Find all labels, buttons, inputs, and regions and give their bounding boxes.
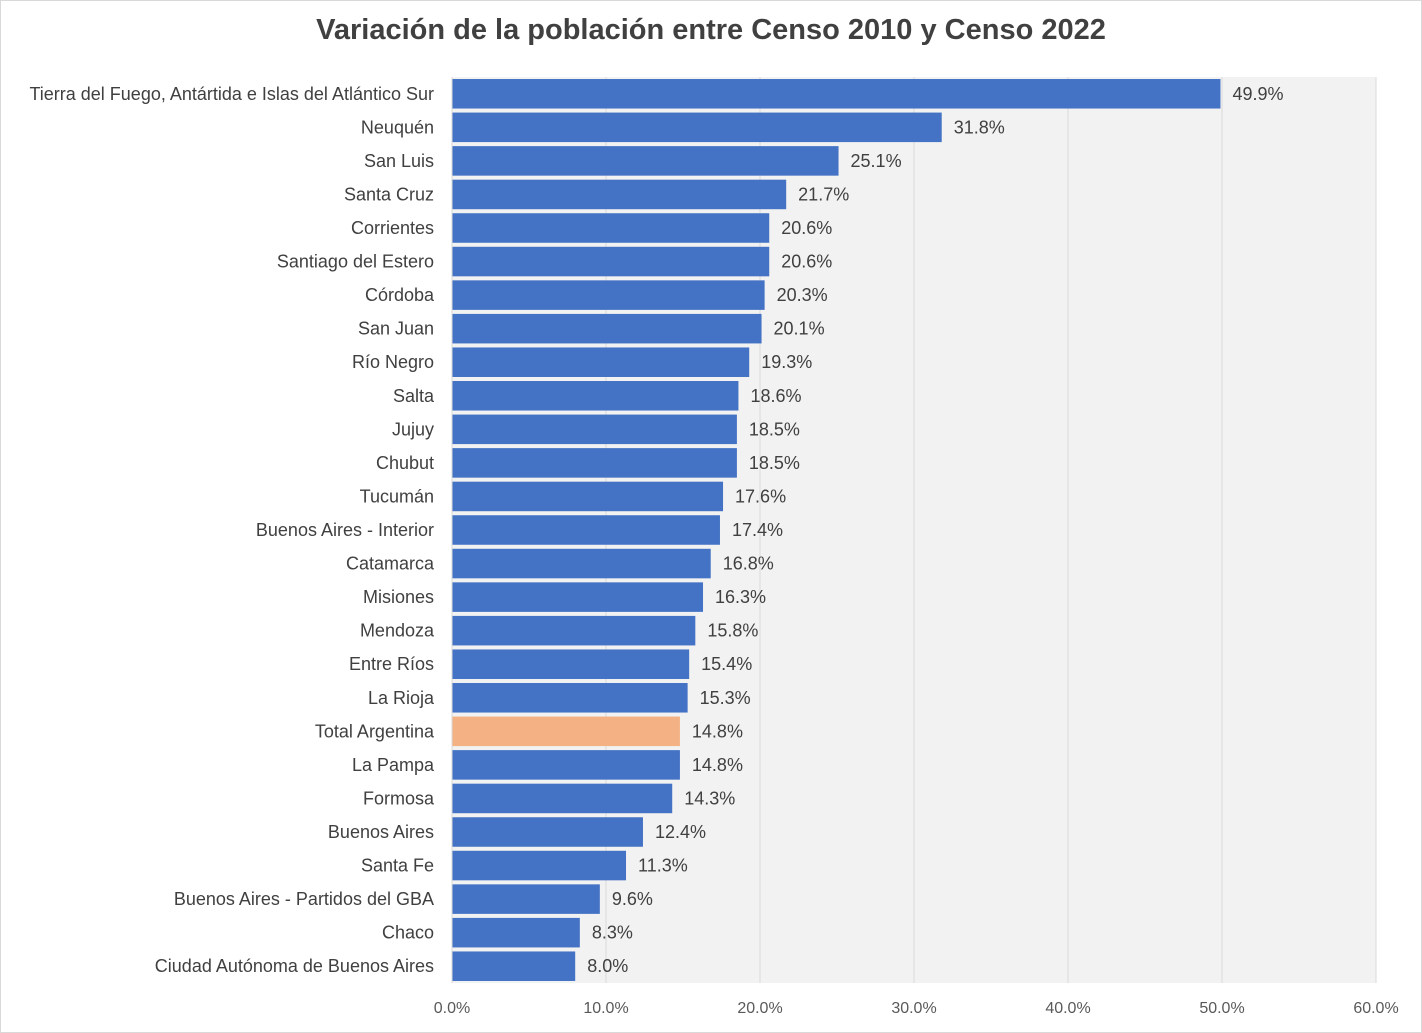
data-label: 31.8% [954, 117, 1005, 137]
bar [452, 649, 690, 679]
category-label: Santa Fe [361, 856, 434, 876]
category-label: Neuquén [361, 117, 434, 137]
data-label: 8.3% [592, 923, 633, 943]
bar [452, 783, 673, 814]
bar [452, 683, 688, 713]
data-label: 17.4% [732, 520, 783, 540]
category-label: Santa Cruz [344, 184, 434, 204]
data-label: 15.3% [700, 688, 751, 708]
category-label: Buenos Aires - Partidos del GBA [174, 889, 434, 909]
bar [452, 548, 711, 579]
category-label: Catamarca [346, 554, 435, 574]
data-label: 20.3% [777, 285, 828, 305]
data-label: 16.8% [723, 554, 774, 574]
x-tick-label: 10.0% [583, 1000, 628, 1017]
category-label: Santiago del Estero [277, 252, 434, 272]
bar [452, 917, 580, 948]
chart-title: Variación de la población entre Censo 20… [316, 14, 1106, 46]
x-tick-label: 40.0% [1045, 1000, 1090, 1017]
bar [452, 448, 737, 478]
x-tick-label: 30.0% [891, 1000, 936, 1017]
category-label: Corrientes [351, 218, 434, 238]
bar [452, 481, 724, 512]
category-label: Mendoza [360, 621, 435, 641]
data-label: 25.1% [851, 151, 902, 171]
bar [452, 414, 737, 445]
category-label: Jujuy [392, 419, 434, 439]
bar [452, 615, 696, 646]
x-tick-label: 50.0% [1199, 1000, 1244, 1017]
category-label: Total Argentina [315, 721, 435, 741]
bar [452, 884, 600, 914]
x-tick-label: 20.0% [737, 1000, 782, 1017]
category-label: Córdoba [365, 285, 435, 305]
data-label: 20.6% [781, 252, 832, 272]
category-label: Salta [393, 386, 435, 406]
bar [452, 951, 576, 981]
data-label: 8.0% [587, 956, 628, 976]
category-label: Chubut [376, 453, 434, 473]
data-label: 20.1% [774, 319, 825, 339]
category-label: Tucumán [360, 486, 434, 506]
data-label: 18.5% [749, 453, 800, 473]
category-label: San Juan [358, 319, 434, 339]
data-label: 17.6% [735, 486, 786, 506]
x-tick-label: 0.0% [434, 1000, 470, 1017]
bar [452, 582, 704, 612]
bar [452, 347, 750, 377]
category-label: Buenos Aires [328, 822, 434, 842]
category-label: La Rioja [368, 688, 435, 708]
bar [452, 716, 680, 747]
category-label: Chaco [382, 923, 434, 943]
data-label: 49.9% [1232, 84, 1283, 104]
data-label: 14.8% [692, 755, 743, 775]
category-label: San Luis [364, 151, 434, 171]
category-label: Misiones [363, 587, 434, 607]
bar [452, 79, 1221, 109]
data-label: 14.8% [692, 721, 743, 741]
x-tick-label: 60.0% [1353, 1000, 1398, 1017]
data-label: 12.4% [655, 822, 706, 842]
data-label: 18.6% [750, 386, 801, 406]
data-label: 20.6% [781, 218, 832, 238]
category-label: Ciudad Autónoma de Buenos Aires [155, 956, 434, 976]
bar [452, 850, 627, 881]
bar [452, 381, 739, 411]
data-label: 16.3% [715, 587, 766, 607]
category-label: La Pampa [352, 755, 435, 775]
bar [452, 146, 839, 176]
data-label: 14.3% [684, 788, 735, 808]
bar [452, 179, 787, 210]
data-label: 15.4% [701, 654, 752, 674]
category-label: Río Negro [352, 352, 434, 372]
bar [452, 313, 762, 344]
bar [452, 280, 765, 310]
category-label: Formosa [363, 788, 435, 808]
data-label: 11.3% [638, 856, 688, 876]
bar [452, 213, 770, 243]
bar [452, 246, 770, 277]
category-label: Entre Ríos [349, 654, 434, 674]
bar [452, 515, 720, 545]
bar [452, 817, 643, 847]
data-label: 19.3% [761, 352, 812, 372]
bar [452, 750, 680, 780]
category-label: Buenos Aires - Interior [256, 520, 434, 540]
bar [452, 112, 942, 143]
data-label: 18.5% [749, 419, 800, 439]
data-label: 15.8% [707, 621, 758, 641]
data-label: 21.7% [798, 184, 849, 204]
category-label: Tierra del Fuego, Antártida e Islas del … [29, 84, 434, 104]
data-label: 9.6% [612, 889, 653, 909]
